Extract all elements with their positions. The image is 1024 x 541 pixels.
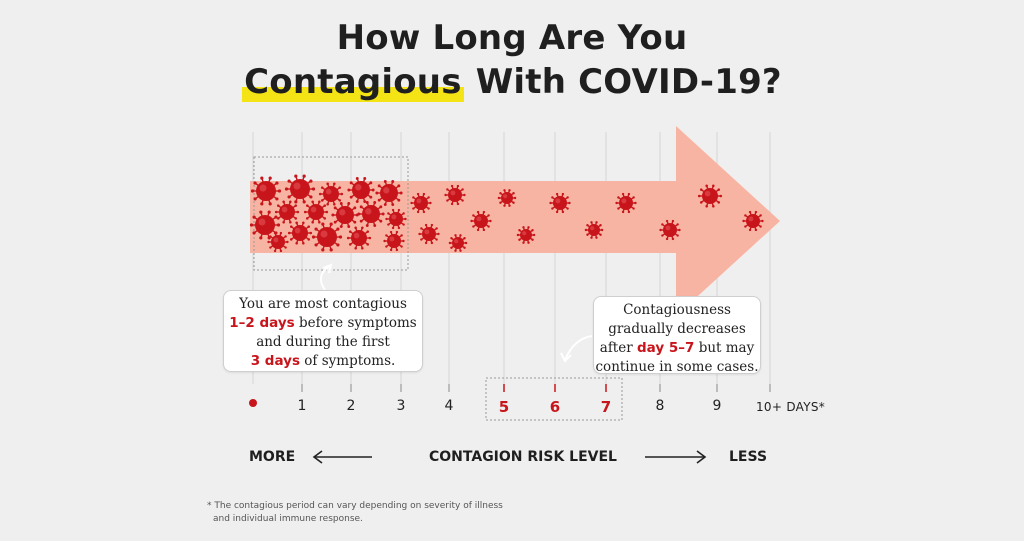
virus-icon xyxy=(284,174,316,204)
day-label-2: 2 xyxy=(346,398,356,414)
virus-icon xyxy=(318,182,344,206)
virus-icon xyxy=(497,189,517,207)
arrow-right-icon xyxy=(645,450,707,464)
left-pointer-arrowhead xyxy=(322,263,333,274)
callout-right-line2: gradually decreases xyxy=(608,321,746,337)
virus-icon xyxy=(346,226,372,250)
virus-cluster xyxy=(249,174,764,253)
callout-left-line4: 3 days of symptoms. xyxy=(224,352,422,371)
virus-icon xyxy=(584,221,604,239)
callout-right-line4: continue in some cases. xyxy=(595,359,759,375)
contagion-arrow xyxy=(250,126,780,316)
callout-left-after1: before symptoms xyxy=(298,315,417,331)
callout-right-before: after xyxy=(599,340,633,356)
callout-right-line1: Contagiousness xyxy=(623,302,731,318)
risk-less-label: LESS xyxy=(729,449,768,465)
callout-right-line3: after day 5–7 but may xyxy=(594,339,760,358)
virus-icon xyxy=(357,201,385,227)
callout-left-line3: and during the first xyxy=(256,334,390,350)
virus-icon xyxy=(250,176,282,206)
virus-icon xyxy=(303,200,329,224)
arrow-left-icon xyxy=(312,450,372,464)
virus-icon xyxy=(385,208,407,230)
title-line-1: How Long Are You xyxy=(336,18,688,58)
day-label-7: 7 xyxy=(600,398,612,416)
right-pointer-arrow xyxy=(564,335,593,361)
virus-icon xyxy=(742,210,764,232)
callout-right-bold: day 5–7 xyxy=(636,340,695,356)
virus-icon xyxy=(375,180,403,206)
title-highlight: Contagious xyxy=(242,62,464,102)
virus-icon xyxy=(311,222,343,252)
day-label-8: 8 xyxy=(655,398,665,414)
callout-left-line2: 1–2 days before symptoms xyxy=(224,314,422,333)
virus-icon xyxy=(448,234,468,252)
footnote-line1: * The contagious period can vary dependi… xyxy=(207,501,503,511)
virus-icon xyxy=(615,192,637,214)
day-label-1: 1 xyxy=(297,398,307,414)
right-pointer-arrowhead xyxy=(560,352,572,363)
virus-icon xyxy=(267,231,289,253)
virus-icon xyxy=(383,230,405,252)
footnote: * The contagious period can vary dependi… xyxy=(207,500,507,526)
virus-icon xyxy=(659,219,681,241)
decreasing-contagious-callout: Contagiousness gradually decreases after… xyxy=(593,296,761,375)
callout-right-after: but may xyxy=(698,340,755,356)
callout-left-line1: You are most contagious xyxy=(239,296,407,312)
day-label-4: 4 xyxy=(444,398,454,414)
virus-icon xyxy=(470,210,492,232)
virus-icon xyxy=(418,223,440,245)
virus-icon xyxy=(697,184,723,208)
virus-icon xyxy=(249,210,281,240)
day-label-3: 3 xyxy=(396,398,406,414)
virus-icon xyxy=(287,221,313,245)
virus-icon xyxy=(444,184,466,206)
virus-icon xyxy=(516,226,536,244)
callout-left-after2: of symptoms. xyxy=(304,353,396,369)
risk-more-label: MORE xyxy=(249,449,296,465)
start-dot-marker xyxy=(249,399,257,407)
peak-contagious-callout: You are most contagious 1–2 days before … xyxy=(223,290,423,372)
days-5-7-box xyxy=(485,377,623,421)
day-label-9: 9 xyxy=(712,398,722,414)
risk-level-title: CONTAGION RISK LEVEL xyxy=(429,449,617,465)
title-line-2-rest: With COVID-19? xyxy=(475,62,782,102)
callout-left-bold2: 3 days xyxy=(250,353,300,369)
virus-icon xyxy=(347,177,375,203)
virus-icon xyxy=(331,202,359,228)
day-label-5: 5 xyxy=(498,398,510,416)
virus-icon xyxy=(549,192,571,214)
virus-icon xyxy=(410,192,432,214)
tick-marks xyxy=(301,384,771,392)
callout-left-bold1: 1–2 days xyxy=(229,315,295,331)
virus-icon xyxy=(274,200,300,224)
day-label-6: 6 xyxy=(549,398,561,416)
title-line-2: Contagious With COVID-19? xyxy=(0,62,1024,102)
days-end-label: 10+ DAYS* xyxy=(756,400,826,414)
left-pointer-arrow xyxy=(319,265,331,291)
footnote-line2: and individual immune response. xyxy=(213,514,363,524)
peak-period-box xyxy=(253,156,409,271)
